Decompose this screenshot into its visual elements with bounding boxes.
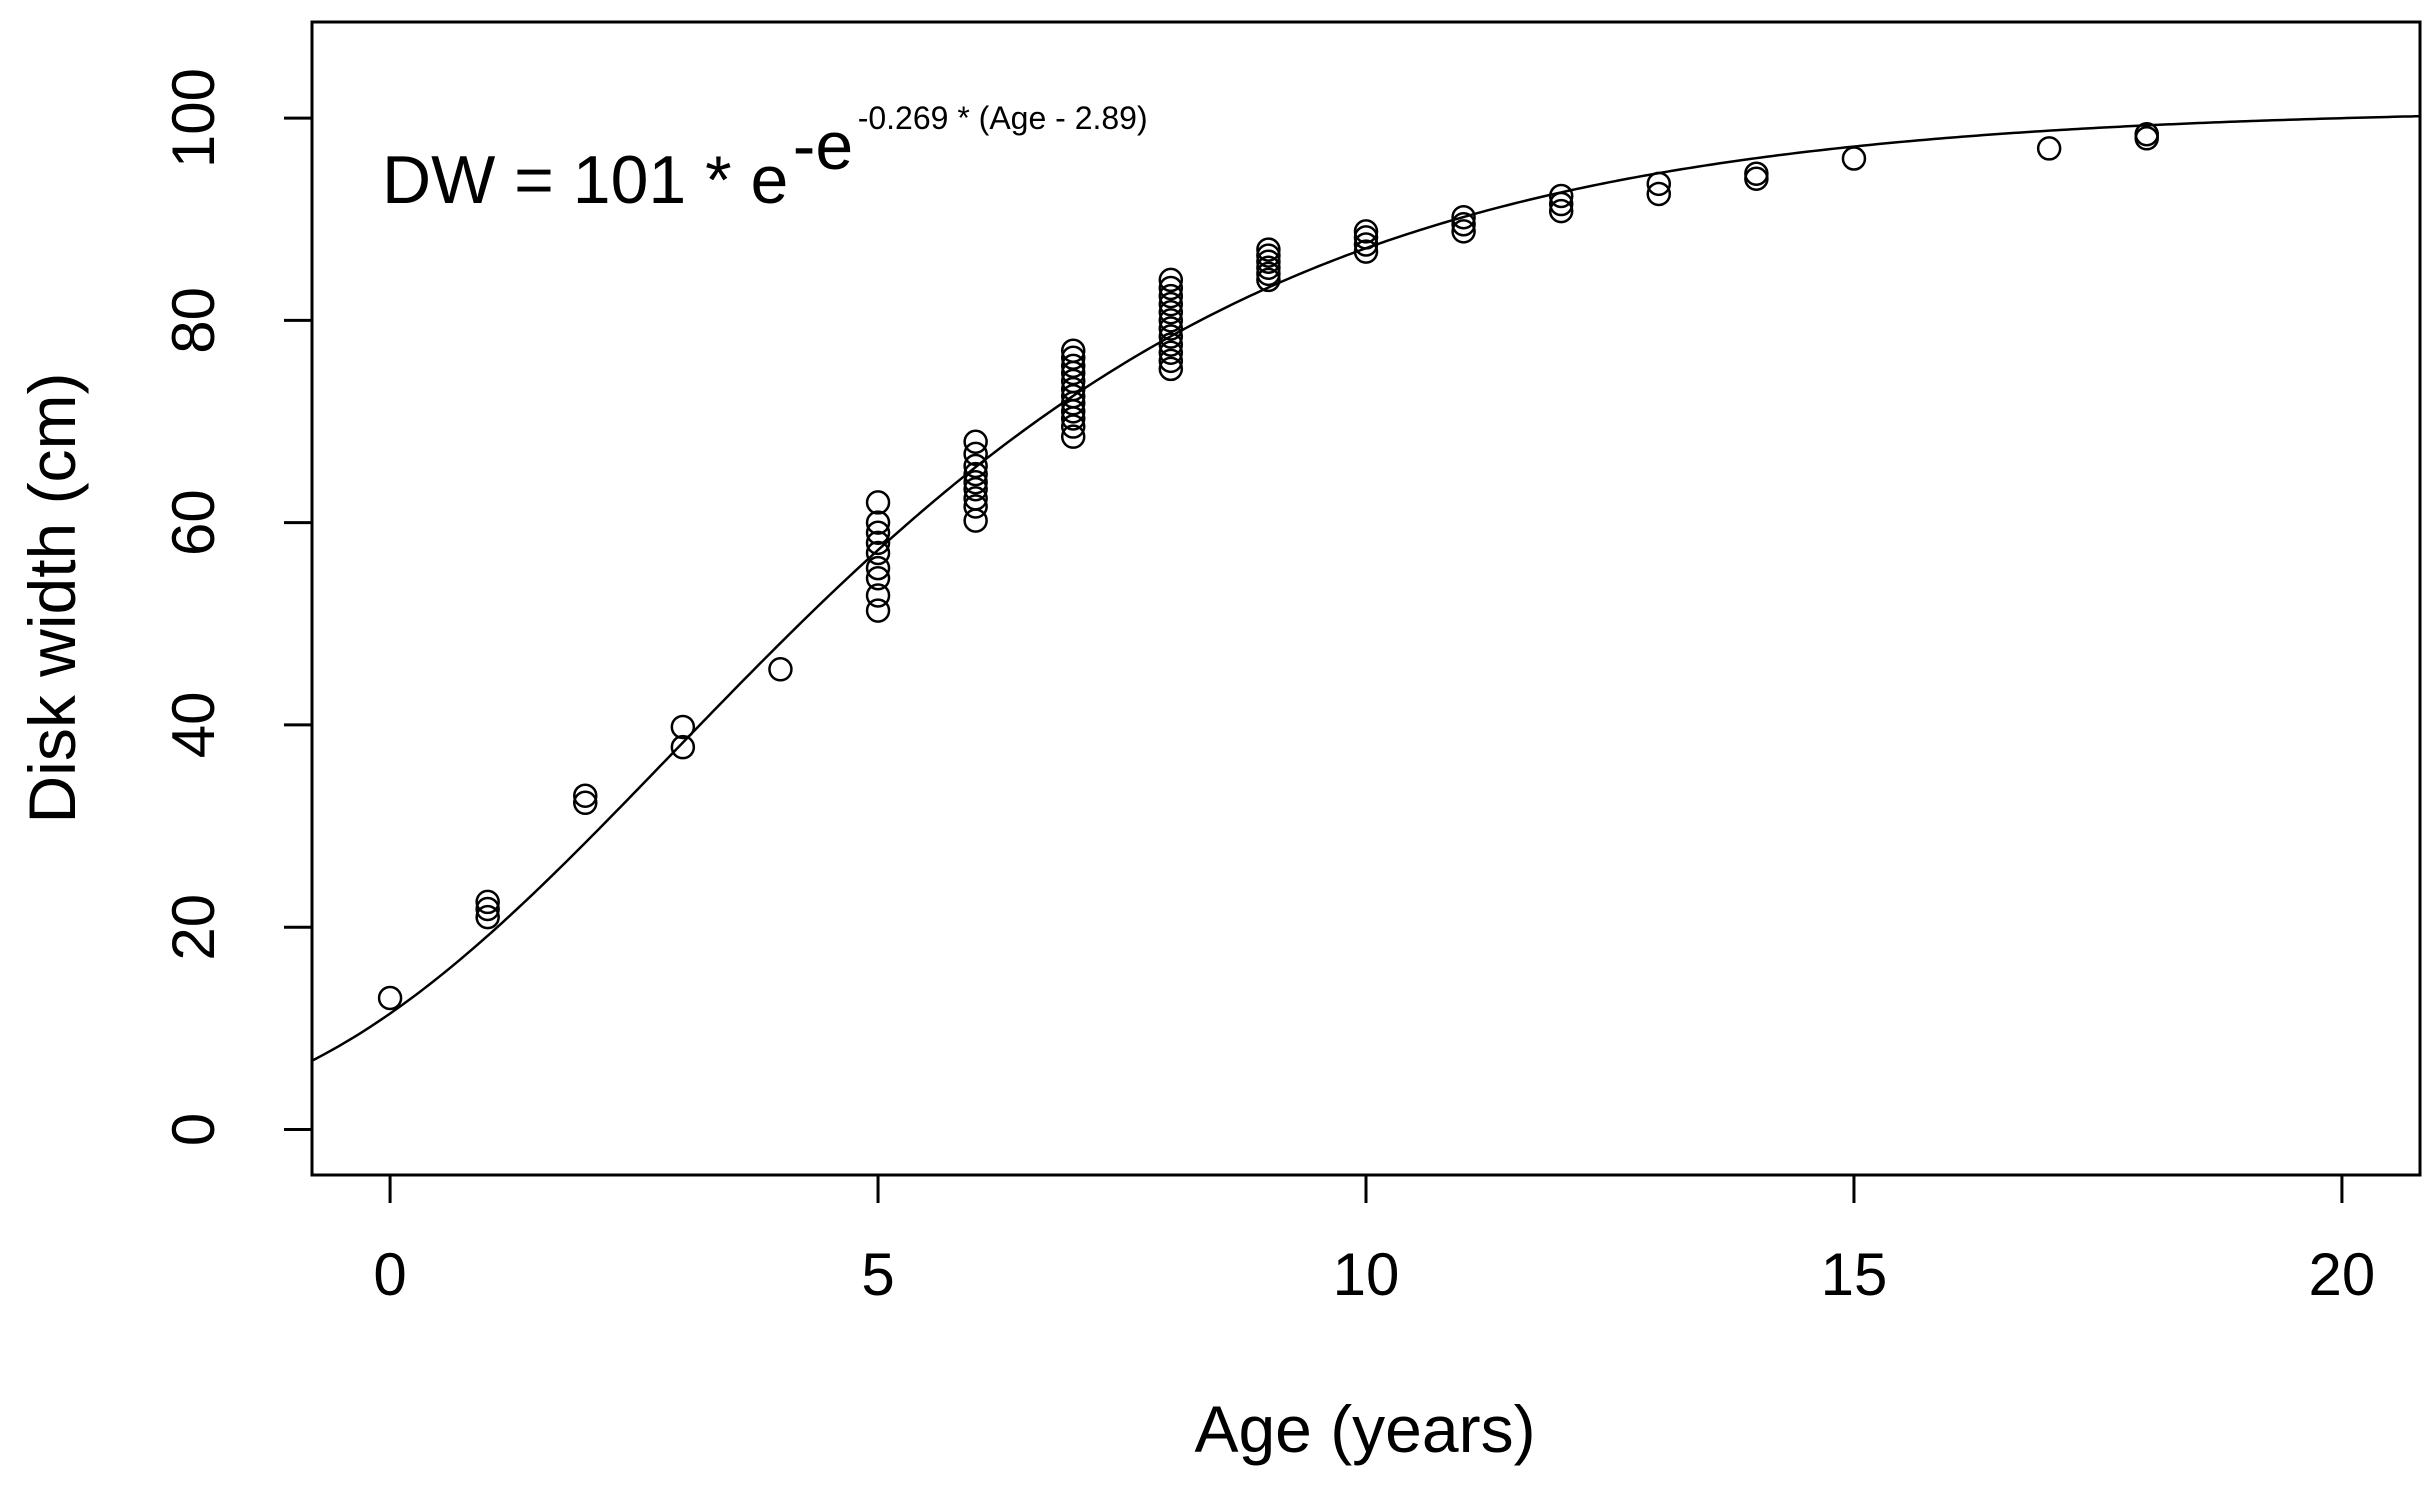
data-point: [1158, 348, 1184, 374]
data-point: [1158, 291, 1184, 317]
data-point: [963, 441, 988, 467]
data-point: [1451, 219, 1476, 244]
y-tick-label: 100: [160, 68, 227, 168]
data-point: [1548, 198, 1574, 224]
data-point: [1451, 212, 1476, 237]
data-point: [1060, 338, 1086, 363]
y-tick-label: 20: [160, 894, 227, 961]
data-points: [377, 122, 2159, 1011]
data-point: [1060, 424, 1086, 449]
data-point: [2134, 122, 2159, 147]
data-point: [865, 566, 891, 591]
data-point: [865, 490, 891, 515]
y-axis: 0 20 40 60 80 100: [160, 68, 312, 1146]
data-point: [1353, 219, 1379, 244]
data-point: [1158, 356, 1184, 382]
data-point: [963, 453, 988, 479]
equation-inner-exponent: -0.269 * (Age - 2.89): [858, 100, 1148, 136]
data-point: [963, 486, 988, 511]
data-point: [1158, 267, 1184, 293]
data-point: [475, 889, 500, 915]
model-equation: DW = 101 * e -e -0.269 * (Age - 2.89): [382, 100, 1148, 218]
data-point: [865, 520, 891, 546]
y-tick-label: 40: [160, 692, 227, 759]
data-point: [1158, 308, 1184, 333]
y-tick-label: 0: [160, 1113, 227, 1146]
equation-base: DW = 101 * e: [382, 142, 788, 218]
data-point: [1060, 383, 1086, 409]
data-point: [865, 510, 891, 535]
y-tick-label: 60: [160, 489, 227, 556]
data-point: [573, 790, 598, 816]
data-point: [670, 734, 696, 760]
data-point: [1158, 340, 1184, 365]
data-point: [1158, 332, 1184, 357]
x-tick-label: 20: [2309, 1241, 2376, 1308]
data-point: [1158, 275, 1184, 301]
data-point: [865, 540, 891, 566]
data-point: [865, 555, 891, 581]
x-axis: 0 5 10 15 20: [373, 1175, 2375, 1308]
data-point: [865, 583, 891, 608]
data-point: [1060, 345, 1086, 371]
data-point: [1256, 237, 1281, 262]
data-point: [963, 429, 988, 454]
data-point: [768, 657, 793, 682]
data-point: [1256, 243, 1281, 268]
data-point: [475, 904, 500, 930]
data-point: [865, 530, 891, 556]
data-point: [1353, 225, 1379, 250]
data-point: [1158, 300, 1184, 325]
data-point: [377, 985, 403, 1011]
data-point: [670, 714, 696, 740]
data-point: [573, 783, 598, 808]
data-point: [865, 598, 891, 623]
data-point: [1744, 161, 1769, 186]
data-point: [963, 469, 988, 495]
data-point: [1158, 316, 1184, 341]
data-point: [1451, 204, 1476, 230]
y-axis-title: Disk width (cm): [15, 372, 89, 823]
fit-curve-line: [311, 114, 2421, 1062]
data-point: [1744, 166, 1769, 192]
x-tick-label: 0: [373, 1241, 406, 1308]
data-point: [1548, 191, 1574, 217]
data-point: [1841, 146, 1867, 171]
data-point: [1353, 232, 1379, 257]
data-point: [963, 477, 988, 502]
data-point: [1353, 239, 1379, 264]
data-point: [1646, 181, 1672, 207]
data-point: [2036, 136, 2062, 161]
x-tick-label: 5: [861, 1241, 894, 1308]
data-point: [963, 461, 988, 487]
data-point: [963, 494, 988, 519]
data-point: [1060, 376, 1086, 402]
x-axis-title: Age (years): [1194, 1392, 1535, 1466]
data-point: [475, 896, 500, 922]
data-point: [1060, 368, 1086, 394]
data-point: [1256, 255, 1281, 281]
data-point: [1256, 261, 1281, 287]
data-point: [1256, 249, 1281, 274]
data-point: [1548, 183, 1574, 209]
data-point: [1158, 283, 1184, 309]
equation-exponent: -e: [793, 108, 853, 184]
data-point: [1158, 324, 1184, 349]
x-tick-label: 10: [1333, 1241, 1400, 1308]
data-point: [1060, 414, 1086, 439]
data-point: [1256, 267, 1281, 293]
data-point: [1646, 171, 1672, 197]
data-point: [1060, 353, 1086, 379]
y-tick-label: 80: [160, 287, 227, 354]
x-tick-label: 15: [1821, 1241, 1888, 1308]
